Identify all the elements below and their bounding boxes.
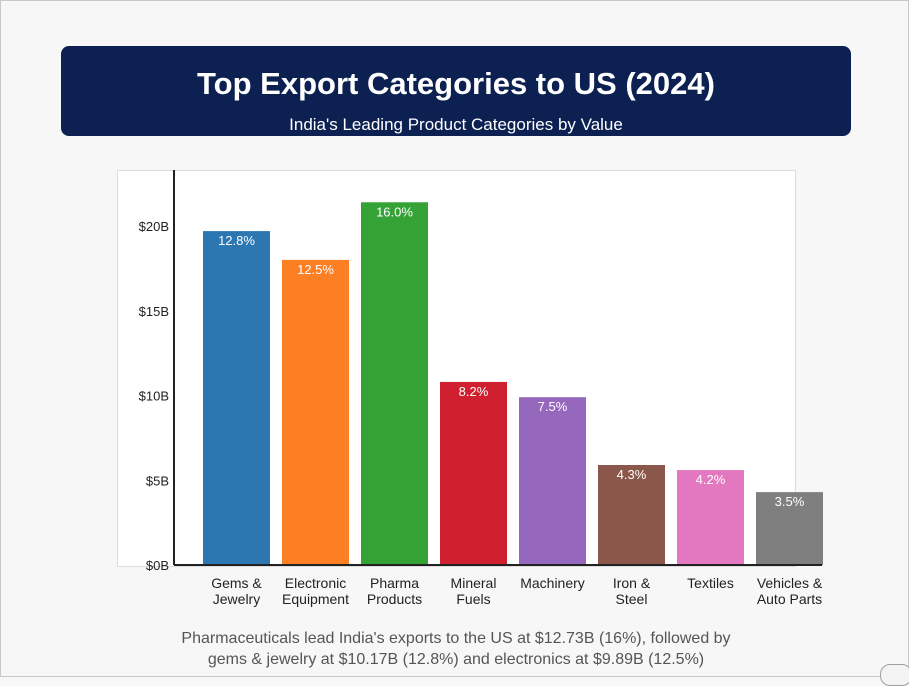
x-tick-label-line: Machinery [520,575,585,591]
chart-subtitle: India's Leading Product Categories by Va… [289,115,623,134]
x-tick-label-line: Auto Parts [757,591,822,607]
x-tick-label-line: Jewelry [213,591,260,607]
bar-2 [361,202,428,565]
corner-button[interactable] [880,664,909,686]
data-label-5: 4.3% [617,467,647,482]
caption-line-2: gems & jewelry at $10.17B (12.8%) and el… [207,651,705,668]
data-label-2: 16.0% [376,204,413,219]
x-tick-label-0: Gems & Jewelry [211,575,262,607]
x-tick-label-7: Vehicles & Auto Parts [757,575,823,607]
x-tick-label-line: Steel [616,591,648,607]
x-tick-label-line: Products [367,591,422,607]
x-tick-label-4: Machinery [520,575,585,591]
x-tick-label-line: Mineral [451,575,497,591]
chart-caption: Pharmaceuticals lead India's exports to … [100,628,812,670]
x-tick-label-3: Mineral Fuels [451,575,497,607]
x-tick-label-line: Equipment [282,591,349,607]
bar-4 [519,397,586,565]
x-tick-label-line: Gems & [211,575,262,591]
data-label-1: 12.5% [297,262,334,277]
x-tick-label-line: Pharma [370,575,419,591]
y-tick-label-4: $20B [139,219,169,234]
x-tick-label-line: Textiles [687,575,734,591]
chart-header: Top Export Categories to US (2024) India… [61,46,851,136]
bar-0 [203,231,270,565]
x-tick-label-line: Electronic [285,575,346,591]
chart-title: Top Export Categories to US (2024) [197,66,715,101]
y-tick-label-2: $10B [139,389,169,404]
y-tick-label-1: $5B [146,473,169,488]
data-label-7: 3.5% [775,494,805,509]
data-label-6: 4.2% [696,472,726,487]
bar-1 [282,259,349,565]
bar-7 [756,492,823,565]
caption-line-1: Pharmaceuticals lead India's exports to … [181,630,731,647]
x-tick-label-line: Vehicles & [757,575,823,591]
data-label-3: 8.2% [459,384,489,399]
bar-6 [677,470,744,565]
x-tick-label-6: Textiles [687,575,734,591]
y-tick-label-3: $15B [139,304,169,319]
x-tick-label-line: Fuels [456,591,490,607]
bar-3 [440,381,507,565]
y-tick-label-0: $0B [146,558,169,573]
x-tick-label-line: Iron & [613,575,651,591]
x-tick-label-5: Iron & Steel [613,575,651,607]
data-label-4: 7.5% [538,399,568,414]
data-label-0: 12.8% [218,233,255,248]
x-tick-label-1: Electronic Equipment [282,575,349,607]
x-tick-label-2: Pharma Products [367,575,422,607]
bar-5 [598,464,665,565]
